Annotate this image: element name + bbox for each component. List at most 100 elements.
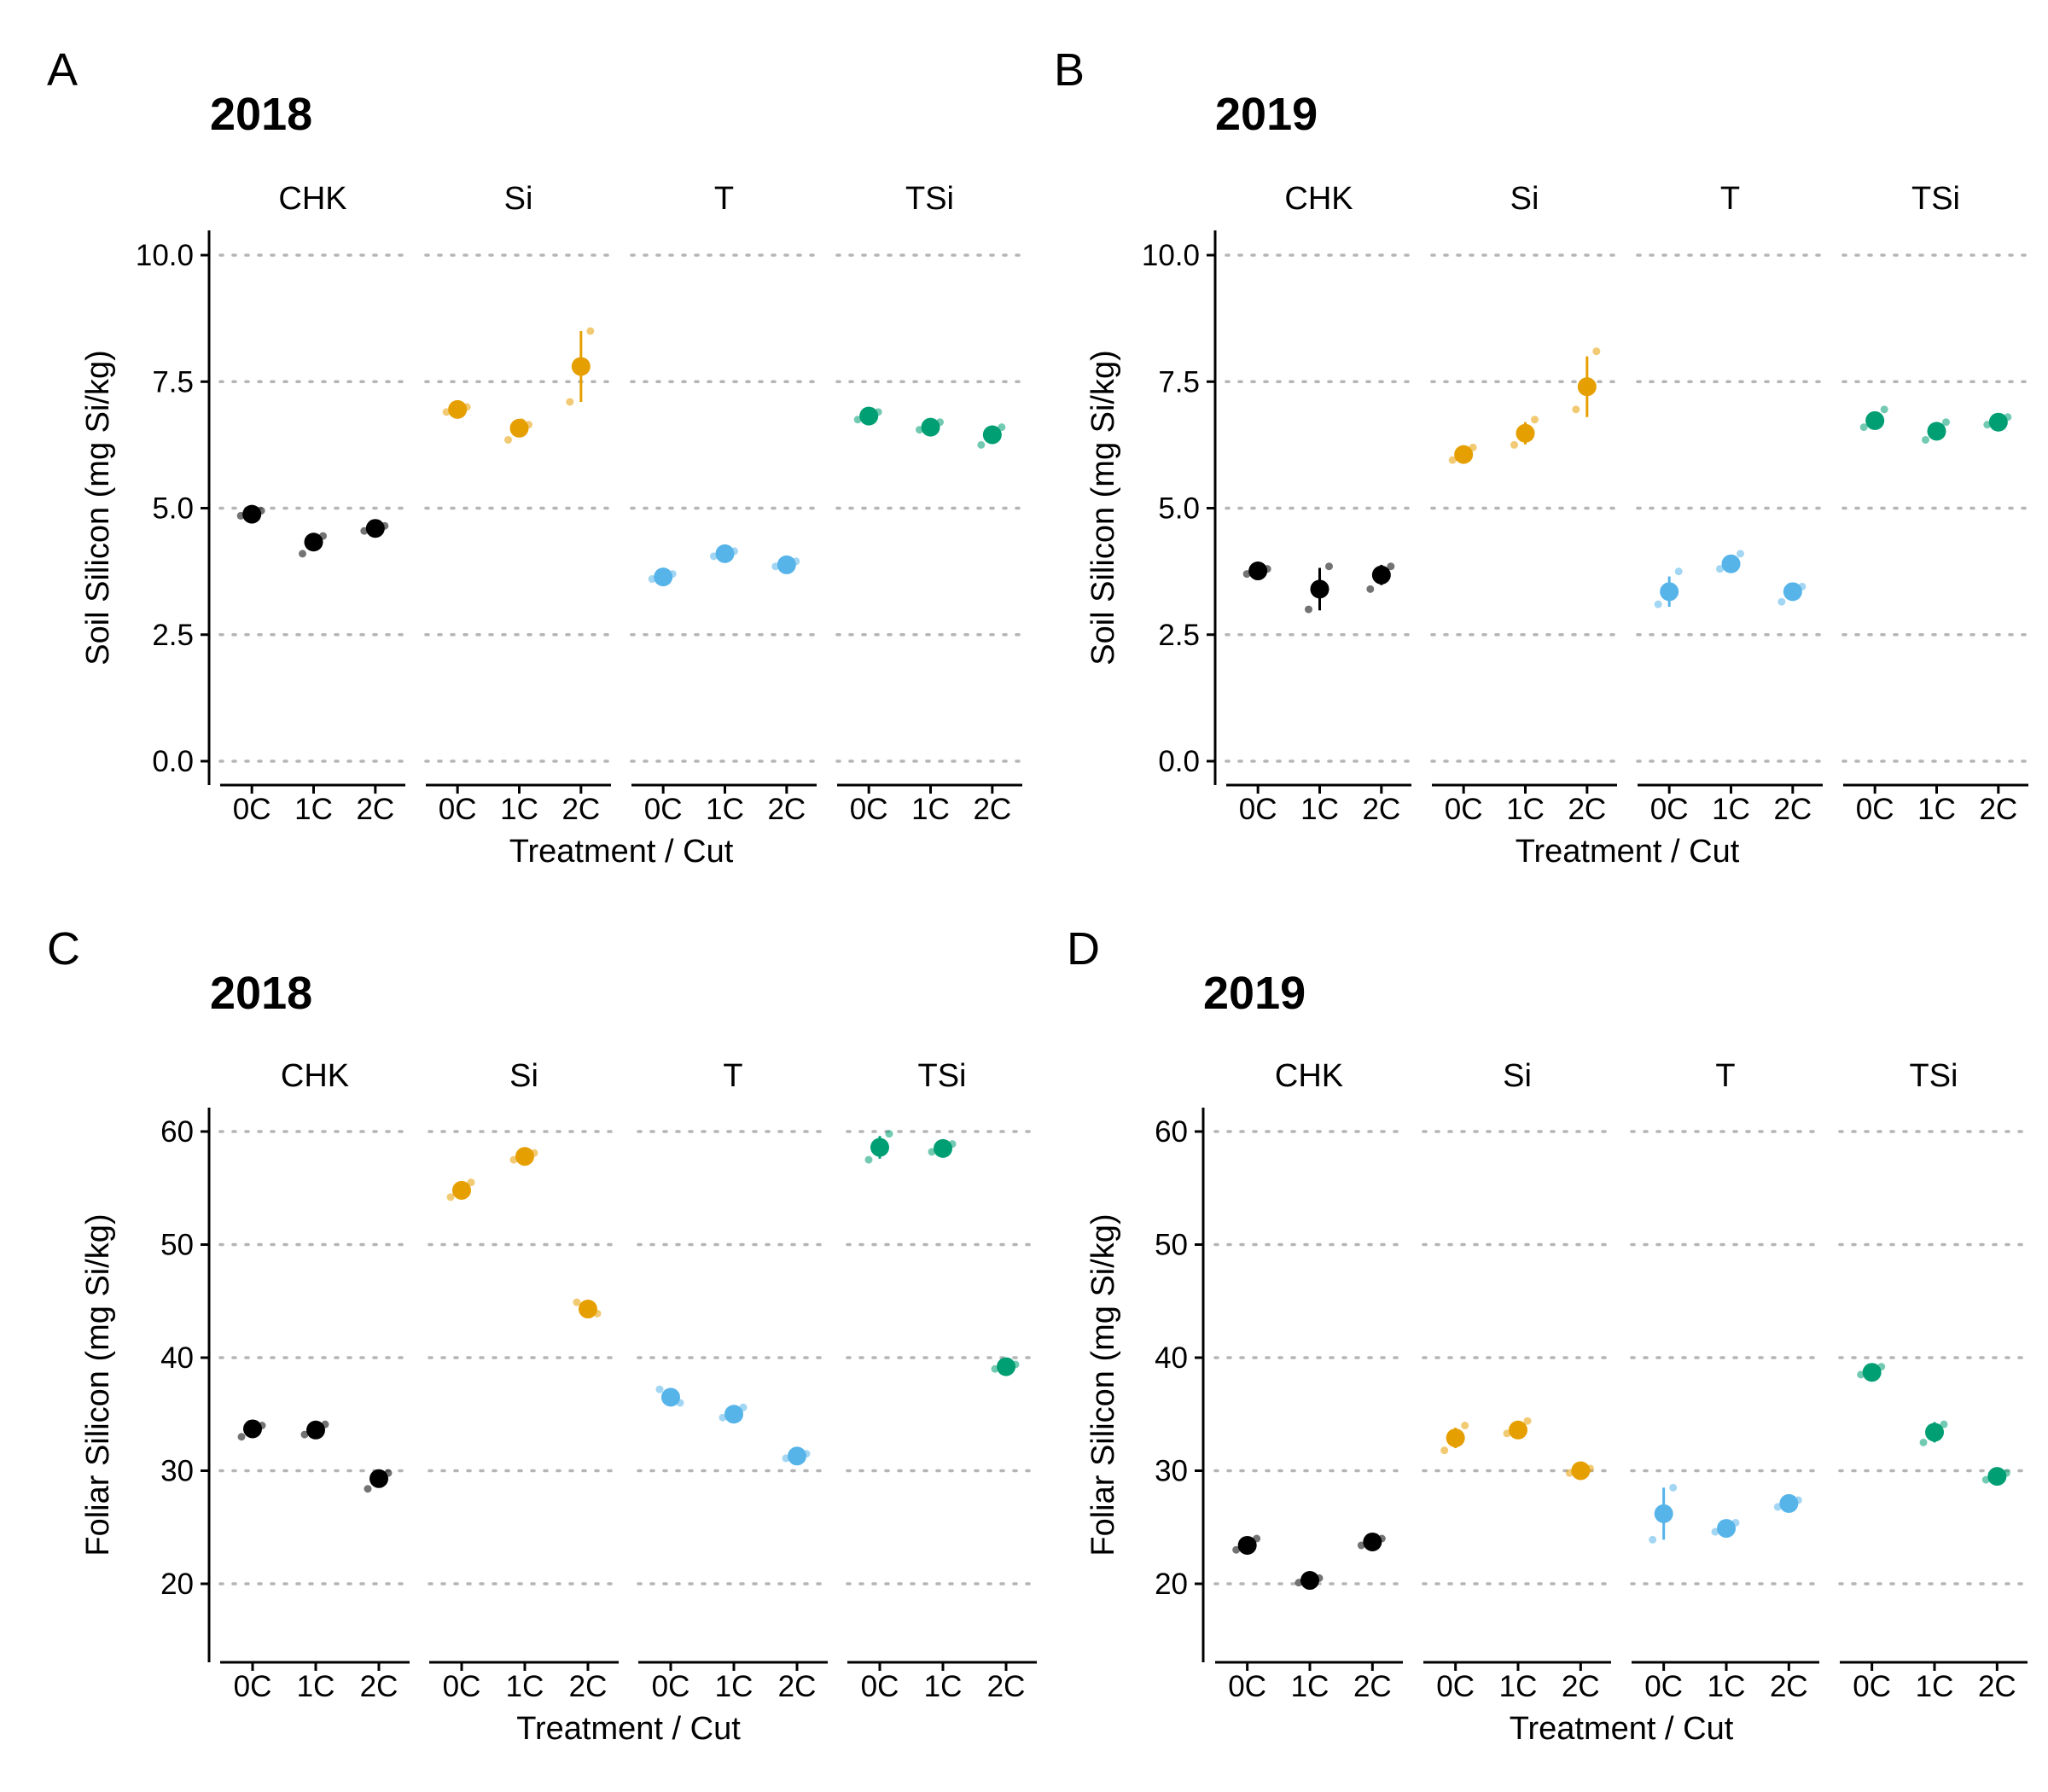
x-axis-title: Treatment / Cut xyxy=(516,1711,741,1747)
x-tick-label: 0C xyxy=(1853,1670,1891,1703)
data-point xyxy=(1440,1446,1449,1455)
data-point xyxy=(1777,597,1786,606)
x-tick-label: 0C xyxy=(1856,793,1894,826)
x-tick-label: 1C xyxy=(911,793,950,826)
mean-point xyxy=(1721,554,1741,573)
mean-point xyxy=(715,544,735,563)
mean-point xyxy=(515,1147,534,1167)
y-axis-title: Soil Silicon (mg Si/kg) xyxy=(80,350,116,666)
facet-strip-label: CHK xyxy=(1275,1058,1343,1094)
x-axis-title: Treatment / Cut xyxy=(1516,834,1740,870)
data-point xyxy=(1510,440,1518,449)
x-tick-label: 1C xyxy=(1916,1670,1954,1703)
mean-point xyxy=(1363,1532,1382,1551)
facet-chk: CHK 0C 1C 2C xyxy=(220,1058,410,1703)
x-tick-label: 2C xyxy=(561,793,600,826)
data-point xyxy=(655,1385,664,1393)
x-tick-label: 1C xyxy=(500,793,538,826)
x-tick-label: 0C xyxy=(850,793,888,826)
data-point xyxy=(1674,567,1683,576)
mean-point xyxy=(369,1469,388,1488)
y-tick-label: 2.5 xyxy=(1158,619,1200,652)
mean-point xyxy=(243,1419,262,1439)
mean-point xyxy=(1237,1535,1257,1555)
data-point xyxy=(1922,435,1929,444)
panel-letter: B xyxy=(1054,44,1085,96)
y-tick-label: 30 xyxy=(1155,1455,1188,1488)
y-tick-label: 40 xyxy=(160,1341,194,1375)
facet-strip-label: TSi xyxy=(1910,1058,1958,1094)
x-axis-title: Treatment / Cut xyxy=(1510,1711,1734,1747)
data-point xyxy=(977,440,986,449)
mean-point xyxy=(242,504,262,524)
x-tick-label: 1C xyxy=(924,1670,963,1703)
y-tick-label: 50 xyxy=(1155,1229,1188,1262)
data-point xyxy=(1523,1417,1532,1425)
data-point xyxy=(1669,1483,1678,1492)
mean-point xyxy=(579,1300,597,1319)
y-tick-label: 60 xyxy=(1155,1115,1188,1149)
facet-strip-label: TSi xyxy=(1911,181,1960,217)
mean-point xyxy=(1988,412,2008,432)
facet-tsi: TSi 0C 1C 2C xyxy=(847,1058,1037,1703)
y-tick-label: 60 xyxy=(160,1115,194,1149)
data-point xyxy=(1448,456,1457,464)
facet-strip-label: T xyxy=(1715,1058,1735,1094)
data-point xyxy=(300,1430,309,1439)
x-tick-label: 1C xyxy=(1499,1670,1538,1703)
x-tick-label: 1C xyxy=(294,793,333,826)
data-point xyxy=(1880,405,1888,414)
mean-point xyxy=(788,1446,806,1466)
y-tick-label: 20 xyxy=(160,1568,194,1601)
facet-t: T 0C 1C 2C xyxy=(1632,1058,1819,1703)
x-tick-label: 2C xyxy=(1568,793,1606,826)
x-tick-label: 0C xyxy=(644,793,683,826)
mean-point xyxy=(1862,1363,1882,1382)
x-tick-label: 2C xyxy=(987,1670,1026,1703)
mean-point xyxy=(1987,1467,2007,1487)
x-tick-label: 2C xyxy=(1770,1670,1808,1703)
facet-strip-label: CHK xyxy=(281,1058,349,1094)
x-tick-label: 1C xyxy=(1506,793,1545,826)
data-point xyxy=(1737,550,1744,558)
data-point xyxy=(864,1155,873,1164)
facet-chk: CHK 0C 1C 2C xyxy=(220,181,405,826)
x-tick-label: 1C xyxy=(1291,1670,1329,1703)
mean-point xyxy=(1577,377,1597,397)
panel-letter: D xyxy=(1067,923,1100,975)
x-tick-label: 2C xyxy=(767,793,806,826)
mean-point xyxy=(1509,1420,1527,1440)
data-point xyxy=(1366,585,1375,593)
x-tick-label: 0C xyxy=(1650,793,1689,826)
data-point xyxy=(573,1298,581,1306)
mean-point xyxy=(1779,1493,1799,1513)
mean-point xyxy=(1248,561,1268,581)
panel-letter: A xyxy=(47,44,78,96)
x-tick-label: 1C xyxy=(1712,793,1750,826)
facet-strip-label: T xyxy=(714,181,734,217)
mean-point xyxy=(1925,1423,1944,1442)
data-point xyxy=(1305,605,1312,614)
facet-si: Si 0C 1C 2C xyxy=(426,181,611,826)
x-tick-label: 2C xyxy=(1362,793,1400,826)
facet-t: T 0C 1C 2C xyxy=(631,181,817,826)
x-tick-label: 2C xyxy=(973,793,1011,826)
x-tick-label: 0C xyxy=(1436,1670,1475,1703)
y-axis-title: Foliar Silicon (mg Si/kg) xyxy=(1085,1213,1121,1556)
data-point xyxy=(299,550,306,558)
y-axis-title: Soil Silicon (mg Si/kg) xyxy=(1085,350,1121,666)
chart-panel-c: C 2018 20 30 40 50 60 Foliar Silicon (mg Si/kg)… xyxy=(47,923,1039,1747)
y-tick-label: 50 xyxy=(160,1229,194,1262)
y-tick-label: 0.0 xyxy=(1158,745,1200,778)
mean-point xyxy=(1310,579,1329,599)
x-tick-label: 1C xyxy=(1300,793,1339,826)
data-point xyxy=(1649,1535,1657,1544)
facet-chk: CHK 0C 1C 2C xyxy=(1215,1058,1403,1703)
facet-strip-label: TSi xyxy=(905,181,954,217)
x-tick-label: 2C xyxy=(1979,793,2017,826)
panel-title: 2018 xyxy=(210,968,312,1019)
facet-tsi: TSi 0C 1C 2C xyxy=(1843,181,2028,826)
x-tick-label: 1C xyxy=(506,1670,544,1703)
data-point xyxy=(885,1130,893,1138)
